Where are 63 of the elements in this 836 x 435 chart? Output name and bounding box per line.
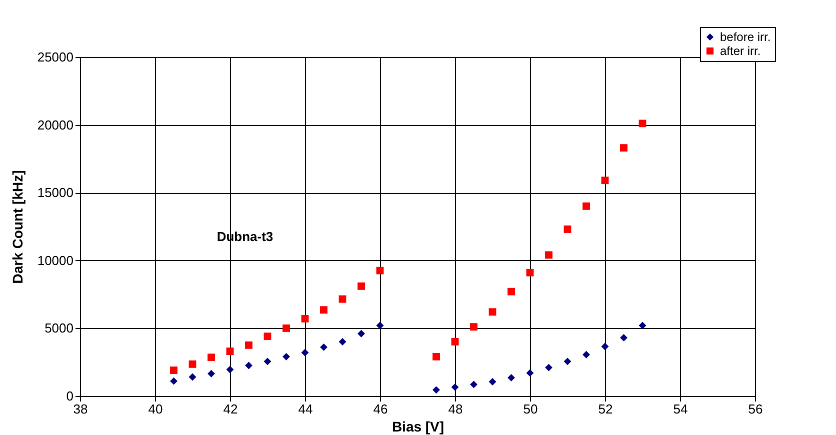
point [358, 330, 365, 338]
point [170, 377, 178, 385]
point [620, 334, 628, 342]
x-tick-label: 42 [223, 402, 238, 416]
x-tick-label: 40 [148, 402, 163, 416]
point [470, 323, 478, 331]
point [264, 332, 272, 340]
point [208, 354, 215, 362]
point [338, 295, 346, 303]
point [582, 202, 590, 210]
point [376, 266, 384, 274]
legend-label: before irr. [720, 30, 771, 44]
point [282, 324, 290, 332]
legend-label: after irr. [720, 44, 761, 58]
y-tick-label: 0 [66, 388, 74, 404]
point [564, 226, 572, 233]
x-tick-label: 46 [373, 402, 388, 416]
point [432, 352, 440, 360]
y-tick-label: 25000 [37, 50, 74, 64]
point [526, 268, 534, 276]
x-tick-label: 56 [748, 402, 763, 416]
point [226, 348, 234, 355]
point [188, 373, 196, 381]
x-tick-label: 48 [448, 402, 463, 416]
y-axis-title: Dark Count [kHz] [9, 170, 26, 284]
y-tick-label: 20000 [37, 117, 74, 132]
y-tick-label: 10000 [37, 252, 74, 268]
point [508, 288, 515, 296]
x-tick-label: 50 [523, 402, 538, 416]
point [545, 251, 552, 259]
point [638, 120, 646, 128]
point [508, 374, 515, 382]
point [601, 176, 609, 184]
x-tick-label: 54 [673, 402, 688, 416]
x-axis-title: Bias [V] [392, 418, 444, 434]
point [432, 386, 440, 394]
point [320, 343, 328, 351]
point [188, 360, 196, 368]
point [358, 282, 365, 290]
point [320, 306, 328, 314]
point [170, 366, 178, 374]
y-tick-label: 5000 [44, 320, 74, 336]
x-tick-label: 38 [73, 402, 88, 416]
point [301, 348, 309, 356]
y-tick-label: 15000 [37, 185, 74, 200]
point [301, 315, 309, 322]
point [282, 352, 290, 360]
point [226, 366, 234, 374]
point [264, 358, 272, 366]
point [451, 338, 459, 346]
point [620, 144, 628, 152]
point [376, 322, 384, 330]
x-tick-label: 44 [298, 402, 313, 416]
x-tick-label: 52 [598, 402, 613, 416]
point [601, 342, 609, 350]
point [582, 350, 590, 358]
point [564, 358, 572, 366]
point [526, 369, 534, 377]
point [208, 370, 215, 378]
point [451, 383, 459, 391]
point [488, 308, 496, 316]
point [245, 341, 252, 349]
point [638, 322, 646, 330]
